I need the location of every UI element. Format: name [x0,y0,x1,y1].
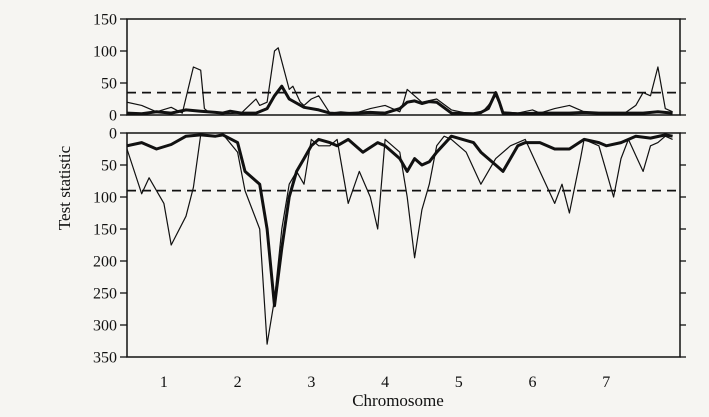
upper-y-tick-label: 100 [93,44,117,61]
lower-plot-frame [126,132,681,358]
x-tick-label: 2 [234,374,242,391]
lower-series-group [126,133,673,345]
lower-y-tick-label: 50 [101,158,117,175]
lower-y-tick-label: 350 [93,350,117,367]
x-tick-label: 3 [307,374,315,391]
x-tick-label: 7 [602,374,610,391]
x-tick-label: 1 [160,374,168,391]
lower-y-tick-label: 150 [93,222,117,239]
upper-y-tick-label: 0 [109,108,117,125]
lower-series-thick-line [126,133,673,308]
upper-panel: 0 50 100 150 [93,12,686,125]
upper-y-tick-label: 150 [93,12,117,29]
lower-y-tick-label: 0 [109,126,117,143]
lower-series-thin-line [126,133,673,345]
x-tick-label: 5 [455,374,463,391]
lower-y-tick-label: 100 [93,190,117,207]
upper-series-group [126,47,673,116]
lower-y-tick-label: 300 [93,318,117,335]
upper-series-thin-line [126,47,673,115]
upper-series-thick-line [126,84,673,116]
y-axis-label: Test statistic [55,145,74,230]
lower-y-tick-label: 250 [93,286,117,303]
x-axis-label: Chromosome [352,391,444,410]
upper-y-tick-label: 50 [101,76,117,93]
lower-y-axis: 0 50 100 150 200 250 300 350 [93,126,686,367]
x-tick-label: 6 [529,374,537,391]
upper-y-axis: 0 50 100 150 [93,12,686,125]
x-axis: 1 2 3 4 5 6 7 [160,374,610,391]
lower-panel: 0 50 100 150 200 250 300 350 [93,126,686,367]
x-tick-label: 4 [381,374,389,391]
upper-plot-frame [126,18,681,116]
lower-y-tick-label: 200 [93,254,117,271]
